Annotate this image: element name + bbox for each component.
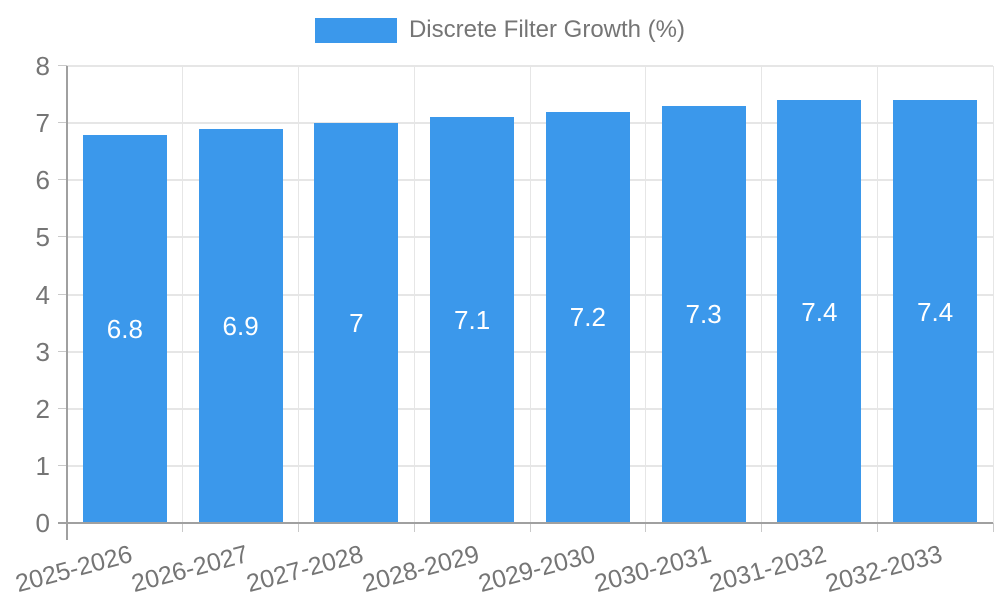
gridline-v	[645, 66, 647, 523]
x-tick	[66, 523, 68, 540]
y-axis-line	[66, 66, 68, 523]
y-tick	[58, 179, 67, 181]
x-axis-label: 2025-2026	[12, 540, 136, 598]
x-tick	[761, 523, 762, 532]
y-axis-label: 0	[35, 508, 50, 538]
y-axis-label: 1	[35, 450, 50, 481]
x-axis-label: 2027-2028	[243, 540, 367, 598]
y-tick	[58, 122, 67, 124]
bar[interactable]	[314, 123, 399, 522]
x-axis-line	[58, 522, 993, 524]
gridline-v	[413, 66, 415, 523]
y-tick	[58, 407, 67, 409]
x-tick	[876, 523, 878, 532]
bar[interactable]	[198, 128, 283, 522]
x-tick	[298, 523, 299, 532]
legend: Discrete Filter Growth (%)	[0, 16, 1000, 44]
x-tick	[645, 523, 647, 532]
gridline-v	[298, 66, 299, 523]
x-axis-label: 2032-2033	[822, 540, 946, 598]
bar[interactable]	[545, 111, 630, 522]
y-tick	[58, 65, 67, 66]
y-axis-label: 5	[35, 222, 50, 253]
x-tick	[992, 523, 994, 532]
y-axis-label: 7	[35, 108, 50, 139]
y-axis-label: 2	[35, 393, 50, 424]
legend-item[interactable]: Discrete Filter Growth (%)	[314, 16, 686, 44]
bar-value-label: 7.3	[685, 299, 722, 330]
y-tick	[58, 350, 67, 352]
x-tick	[182, 523, 184, 532]
bar[interactable]	[661, 105, 746, 522]
y-tick	[58, 464, 67, 466]
bar-value-label: 7	[349, 308, 364, 339]
y-tick	[58, 293, 67, 295]
x-tick	[413, 523, 415, 532]
gridline-v	[876, 66, 878, 523]
bar-value-label: 7.4	[917, 296, 954, 327]
bar-value-label: 7.1	[454, 305, 491, 336]
legend-label: Discrete Filter Growth (%)	[408, 16, 686, 43]
bar-value-label: 6.8	[106, 313, 143, 344]
x-axis-label: 2031-2032	[706, 540, 830, 598]
x-axis-label: 2030-2031	[591, 540, 714, 598]
bar[interactable]	[430, 117, 515, 522]
bar-value-label: 7.4	[801, 296, 838, 327]
gridline-v	[761, 66, 762, 523]
gridline-v	[182, 66, 184, 523]
x-axis-label: 2028-2029	[359, 540, 483, 598]
bar-value-label: 6.9	[222, 310, 259, 341]
x-axis-label: 2026-2027	[128, 540, 251, 598]
gridline-v	[529, 66, 531, 523]
y-axis-label: 8	[35, 51, 50, 81]
legend-swatch	[314, 17, 397, 43]
x-tick	[529, 523, 531, 532]
bar[interactable]	[893, 100, 978, 522]
x-axis-label: 2029-2030	[475, 540, 599, 598]
y-tick	[58, 236, 67, 238]
y-axis-label: 3	[35, 336, 50, 367]
bar[interactable]	[777, 100, 862, 522]
bar[interactable]	[82, 134, 167, 522]
y-axis-label: 6	[35, 165, 50, 196]
y-axis-label: 4	[35, 279, 50, 310]
bar-value-label: 7.2	[569, 302, 606, 333]
gridline-v	[992, 66, 994, 523]
